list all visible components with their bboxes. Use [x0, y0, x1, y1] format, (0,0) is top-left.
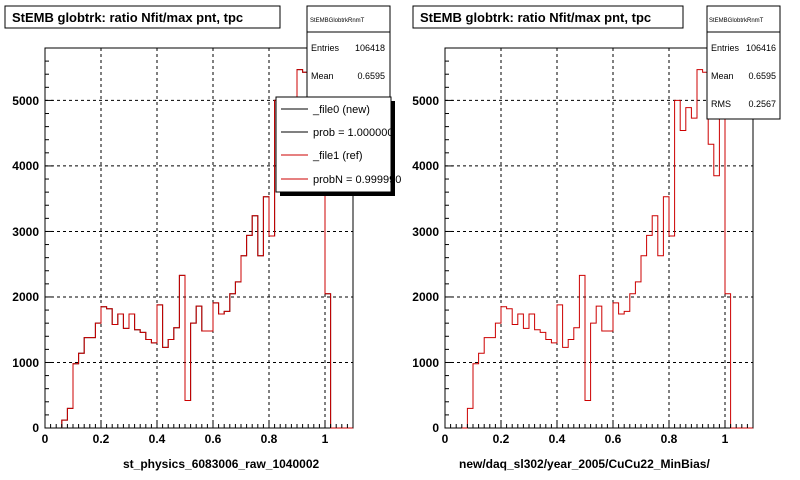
right-x-tick-label: 0.2: [493, 432, 510, 446]
right-stats-rms-label: RMS: [711, 99, 731, 109]
left-x-tick-label: 0.2: [93, 432, 110, 446]
right-stats-box: StEMBGlobtrkRnmT Entries 106416 Mean 0.6…: [706, 5, 781, 120]
left-x-tick-label: 0.4: [149, 432, 166, 446]
left-x-tick-label: 0.8: [261, 432, 278, 446]
left-y-tick-label: 4000: [12, 159, 39, 173]
legend-label-file0: _file0 (new): [312, 104, 370, 116]
right-x-tick-label: 0.8: [661, 432, 678, 446]
right-plot-frame: [444, 47, 754, 429]
right-x-tick-label: 0: [442, 432, 449, 446]
right-x-tick-label: 1: [722, 432, 729, 446]
legend-label-probn: probN = 0.999990: [313, 174, 401, 186]
left-series-group: [61, 69, 353, 429]
left-stats-entries-label: Entries: [311, 43, 340, 53]
left-title-box: [4, 5, 281, 29]
left-series-line-1: [61, 69, 353, 429]
right-stats-mean-value: 0.6595: [748, 71, 776, 81]
left-stats-mean-value: 0.6595: [357, 71, 385, 81]
legend-label-prob: prob = 1.000000: [313, 127, 393, 139]
left-x-tick-label: 0: [42, 432, 49, 446]
left-y-tick-label: 5000: [12, 94, 39, 108]
left-histogram-panel: StEMB globtrk: ratio Nfit/max pnt, tpc 0…: [4, 5, 401, 471]
right-x-tick-label: 0.6: [605, 432, 622, 446]
left-x-tick-label: 0.6: [205, 432, 222, 446]
right-y-tick-label: 4000: [412, 159, 439, 173]
right-stats-entries-label: Entries: [711, 43, 740, 53]
right-histogram-panel: StEMB globtrk: ratio Nfit/max pnt, tpc 0…: [412, 5, 781, 471]
right-stats-mean-label: Mean: [711, 71, 734, 81]
left-x-tick-labels: 0 0.2 0.4 0.6 0.8 1: [42, 432, 329, 446]
left-x-axis-label: st_physics_6083006_raw_1040002: [123, 457, 319, 471]
left-y-tick-label: 3000: [12, 225, 39, 239]
left-legend: _file0 (new) prob = 1.000000 _file1 (ref…: [275, 96, 401, 196]
right-y-tick-label: 5000: [412, 94, 439, 108]
left-y-tick-label: 1000: [12, 356, 39, 370]
left-ticks: [44, 47, 354, 429]
right-y-tick-label: 1000: [412, 356, 439, 370]
right-x-axis-label: new/daq_sl302/year_2005/CuCu22_MinBias/: [459, 457, 710, 471]
right-y-tick-labels: 0 1000 2000 3000 4000 5000: [412, 94, 439, 435]
right-y-tick-label: 0: [432, 421, 439, 435]
right-chart-title: StEMB globtrk: ratio Nfit/max pnt, tpc: [420, 10, 651, 25]
right-y-tick-label: 3000: [412, 225, 439, 239]
right-stats-rms-value: 0.2567: [748, 99, 776, 109]
left-stats-title: StEMBGlobtrkRnmT: [310, 18, 365, 24]
right-x-tick-label: 0.4: [549, 432, 566, 446]
right-x-tick-labels: 0 0.2 0.4 0.6 0.8 1: [442, 432, 729, 446]
right-ticks: [444, 47, 754, 429]
right-series-group: [461, 69, 753, 429]
right-stats-entries-value: 106416: [746, 43, 776, 53]
left-y-tick-label: 2000: [12, 290, 39, 304]
legend-label-file1: _file1 (ref): [312, 150, 363, 162]
left-y-tick-label: 0: [32, 421, 39, 435]
right-stats-title: StEMBGlobtrkRnmT: [709, 18, 764, 24]
left-stats-entries-value: 106418: [355, 43, 385, 53]
left-stats-mean-label: Mean: [311, 71, 334, 81]
left-chart-title: StEMB globtrk: ratio Nfit/max pnt, tpc: [12, 10, 243, 25]
left-x-tick-label: 1: [322, 432, 329, 446]
right-series-line-0: [461, 69, 753, 429]
right-title-box: [412, 5, 684, 29]
right-y-tick-label: 2000: [412, 290, 439, 304]
left-y-tick-labels: 0 1000 2000 3000 4000 5000: [12, 94, 39, 435]
